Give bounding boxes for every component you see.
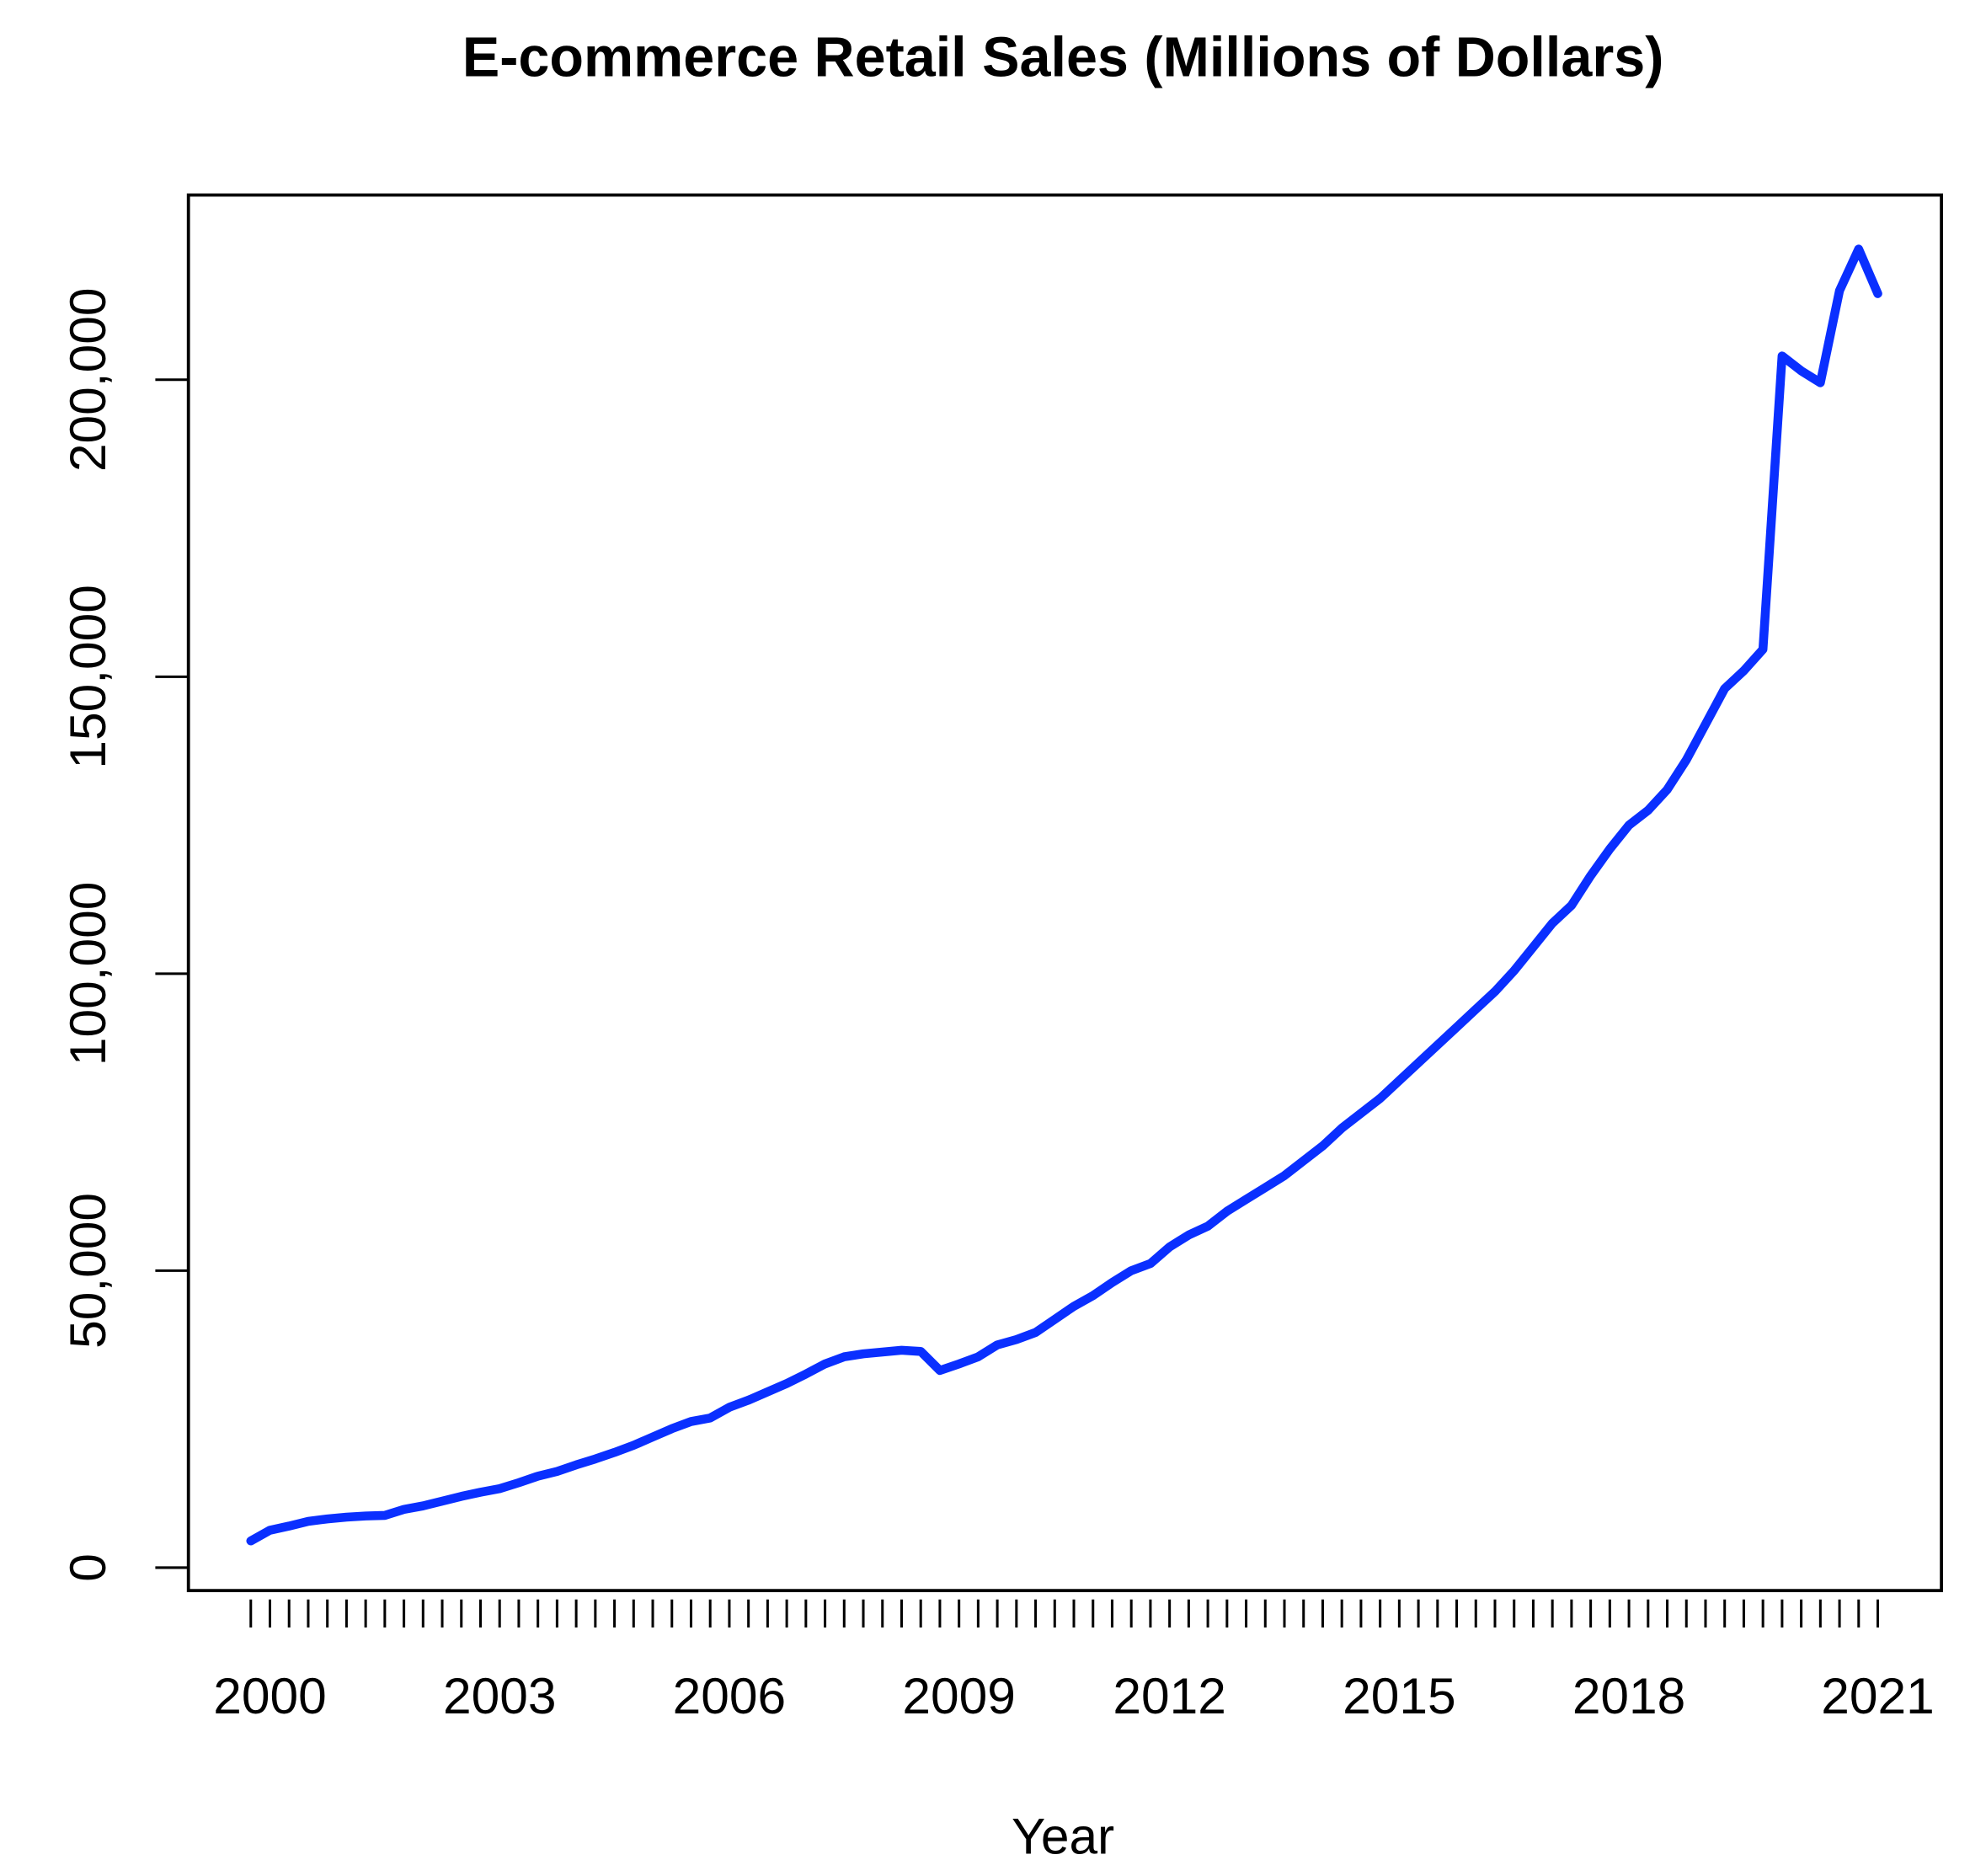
x-tick-label: 2015 xyxy=(1343,1667,1456,1724)
y-tick-label: 0 xyxy=(59,1553,116,1582)
x-tick-label: 2021 xyxy=(1821,1667,1935,1724)
chart-title: E-commerce Retail Sales (Millions of Dol… xyxy=(462,26,1663,88)
y-tick-label: 100,000 xyxy=(59,882,116,1066)
x-tick-label: 2018 xyxy=(1572,1667,1686,1724)
x-axis-label: Year xyxy=(1012,1807,1114,1864)
x-tick-label: 2006 xyxy=(673,1667,787,1724)
y-tick-label: 150,000 xyxy=(59,585,116,769)
y-tick-label: 50,000 xyxy=(59,1193,116,1349)
y-tick-label: 200,000 xyxy=(59,288,116,473)
plot-frame xyxy=(186,193,1943,1593)
x-tick-label: 2009 xyxy=(902,1667,1016,1724)
x-tick-label: 2000 xyxy=(213,1667,327,1724)
x-tick-label: 2003 xyxy=(443,1667,557,1724)
data-line xyxy=(246,244,1882,1546)
x-tick-label: 2012 xyxy=(1113,1667,1226,1724)
